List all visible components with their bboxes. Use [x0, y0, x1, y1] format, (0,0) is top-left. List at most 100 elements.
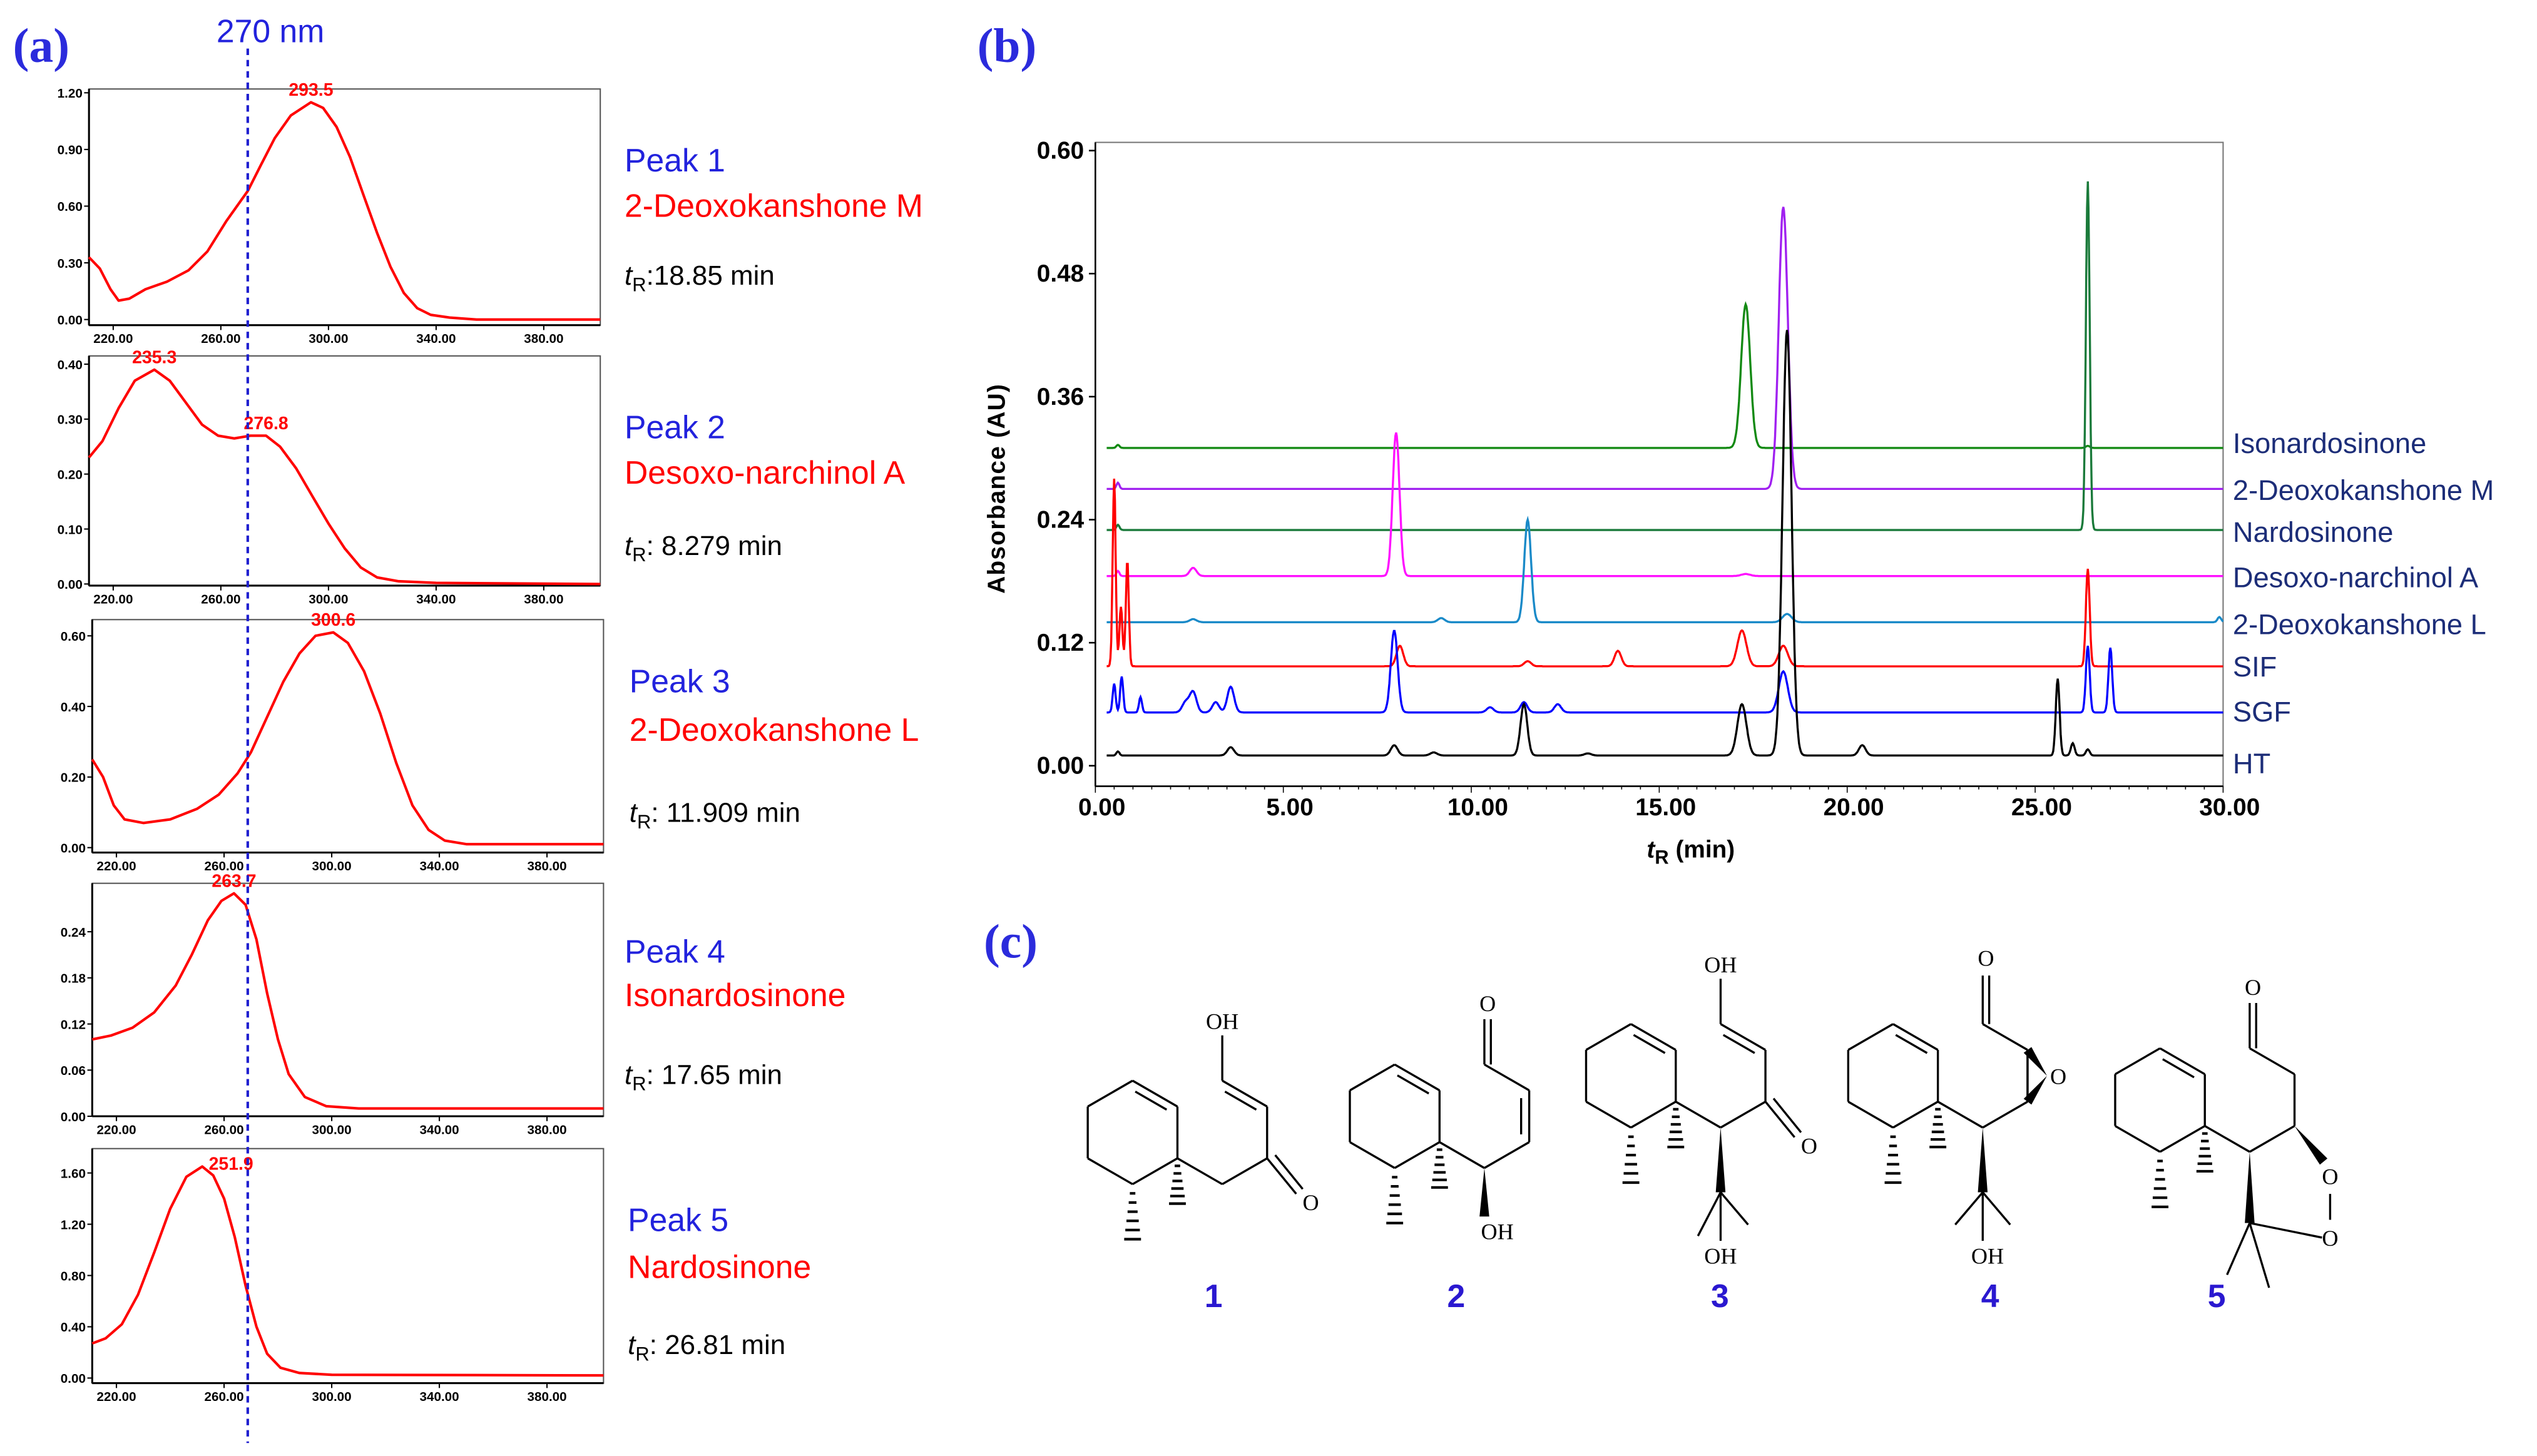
bond: [1847, 1023, 1894, 1051]
compound-name: 2-Deoxokanshone L: [630, 711, 919, 748]
peak-wavelength-label: 235.3: [132, 347, 176, 367]
x-tick-label: 340.00: [419, 859, 459, 873]
atom-label: O: [1978, 946, 1994, 971]
x-axis-label: tR (min): [1646, 836, 1735, 868]
compound-name: Desoxo-narchinol A: [625, 454, 906, 491]
bond: [1720, 1101, 1766, 1129]
tr-symbol: t: [625, 1059, 633, 1090]
atom-label: O: [2322, 1226, 2338, 1251]
bond: [2115, 1125, 2161, 1153]
retention-time: tR: 11.909 min: [630, 797, 800, 832]
bond: [2249, 1223, 2270, 1288]
peak-title: Peak 5: [628, 1202, 728, 1238]
double-bond: [1135, 1091, 1168, 1111]
peak-title: Peak 3: [630, 663, 730, 700]
tr-symbol: t: [625, 260, 633, 291]
bond: [2159, 1047, 2206, 1076]
bond: [1764, 1101, 1795, 1138]
tr-value: :18.85 min: [646, 260, 775, 291]
bond: [2249, 1222, 2322, 1239]
atom-label: O: [1801, 1133, 1817, 1158]
tr-symbol: t: [628, 1330, 636, 1360]
y-tick-label: 0.18: [61, 972, 86, 986]
peak-wavelength-label: 300.6: [311, 610, 355, 630]
tr-symbol: t: [630, 797, 638, 828]
epoxide-wedge: [2023, 1047, 2047, 1076]
x-tick-label: 260.00: [204, 859, 243, 873]
trace-nardosinone: [1106, 181, 2223, 531]
plot-frame: [88, 88, 601, 326]
bond: [1087, 1157, 1133, 1186]
trace-label: SGF: [2233, 696, 2291, 728]
x-tick-label: 260.00: [201, 592, 240, 606]
atom-label: O: [1479, 991, 1496, 1016]
y-tick-label: 0.60: [58, 200, 83, 214]
spectrum-line: [91, 631, 604, 846]
y-tick-label: 0.60: [61, 629, 86, 644]
atom-label: OH: [1481, 1219, 1514, 1245]
bond: [1349, 1063, 1396, 1092]
x-tick-label: 340.00: [419, 1390, 459, 1404]
x-tick-label: 300.00: [312, 1390, 351, 1404]
peak-title: Peak 2: [625, 409, 725, 445]
plot-frame: [88, 355, 601, 587]
tr-value: : 8.279 min: [646, 531, 782, 561]
atom-label: O: [2322, 1164, 2338, 1189]
y-tick-label: 1.20: [61, 1218, 86, 1232]
trace-sif: [1106, 479, 2223, 668]
x-label-symbol: t: [1646, 836, 1656, 863]
bond: [2115, 1047, 2161, 1076]
uv-spectra-panel: 0.00 0.30 0.60 0.90 1.20 220.00 260.00 300.00 34…: [58, 13, 923, 1443]
panel-label-c: (c): [984, 915, 1038, 969]
atom-label: OH: [1704, 952, 1737, 977]
trace-label: 2-Deoxokanshone M: [2233, 474, 2494, 506]
plot-frame: [91, 619, 605, 853]
bond: [1675, 1101, 1722, 1129]
y-tick-label: 0.06: [61, 1064, 86, 1078]
bond: [1222, 1157, 1268, 1186]
tr-value: : 17.65 min: [646, 1059, 782, 1090]
y-tick-label: 0.40: [61, 700, 86, 715]
uv-spectrum-3: 0.00 0.20 0.40 0.60 220.00 260.00 300.00 340.00…: [61, 610, 919, 873]
retention-time: tR: 26.81 min: [628, 1330, 785, 1365]
x-label-unit: (min): [1669, 836, 1735, 863]
y-tick-label: 0.12: [61, 1017, 86, 1032]
y-tick-label: 0.00: [61, 841, 86, 855]
bond: [2249, 1125, 2295, 1153]
trace-2-deoxokanshone-l: [1106, 516, 2224, 624]
bond: [1772, 1097, 1802, 1133]
structure-2: O OH 2: [1349, 991, 1531, 1314]
atom-label: O: [2050, 1064, 2066, 1089]
double-bond: [1224, 1091, 1257, 1111]
x-tick-label: 25.00: [2011, 794, 2072, 821]
peak-wavelength-label: 263.7: [212, 871, 256, 891]
bond: [1484, 1063, 1530, 1092]
y-tick-label: 0.36: [1037, 384, 1084, 410]
trace-label: Nardosinone: [2233, 516, 2394, 548]
y-tick-label: 0.24: [1037, 506, 1085, 533]
x-tick-label: 340.00: [416, 592, 456, 606]
y-tick-label: 0.00: [61, 1372, 86, 1386]
x-tick-label: 15.00: [1635, 794, 1696, 821]
wedge-bond: [2294, 1126, 2328, 1165]
bond: [1222, 1079, 1268, 1107]
y-tick-label: 0.30: [58, 257, 83, 271]
x-tick-label: 380.00: [524, 592, 563, 606]
trace-isonardosinone: [1106, 301, 2223, 449]
spectrum-line: [91, 892, 604, 1110]
double-bond: [1633, 1034, 1666, 1054]
bond: [1697, 1191, 1722, 1237]
bond: [2204, 1125, 2250, 1153]
bond: [1394, 1141, 1441, 1169]
structure-5: O O O 5: [2114, 975, 2338, 1314]
y-tick-label: 0.00: [1037, 753, 1084, 780]
tr-value: : 26.81 min: [650, 1330, 785, 1360]
x-tick-label: 300.00: [312, 1123, 351, 1137]
bond: [1937, 1101, 1984, 1129]
atom-label: O: [1303, 1190, 1319, 1215]
bond: [1274, 1154, 1304, 1190]
bond: [1131, 1157, 1178, 1186]
y-tick-label: 0.24: [61, 925, 86, 940]
plot-frame: [91, 882, 605, 1117]
y-tick-label: 0.20: [58, 467, 83, 482]
